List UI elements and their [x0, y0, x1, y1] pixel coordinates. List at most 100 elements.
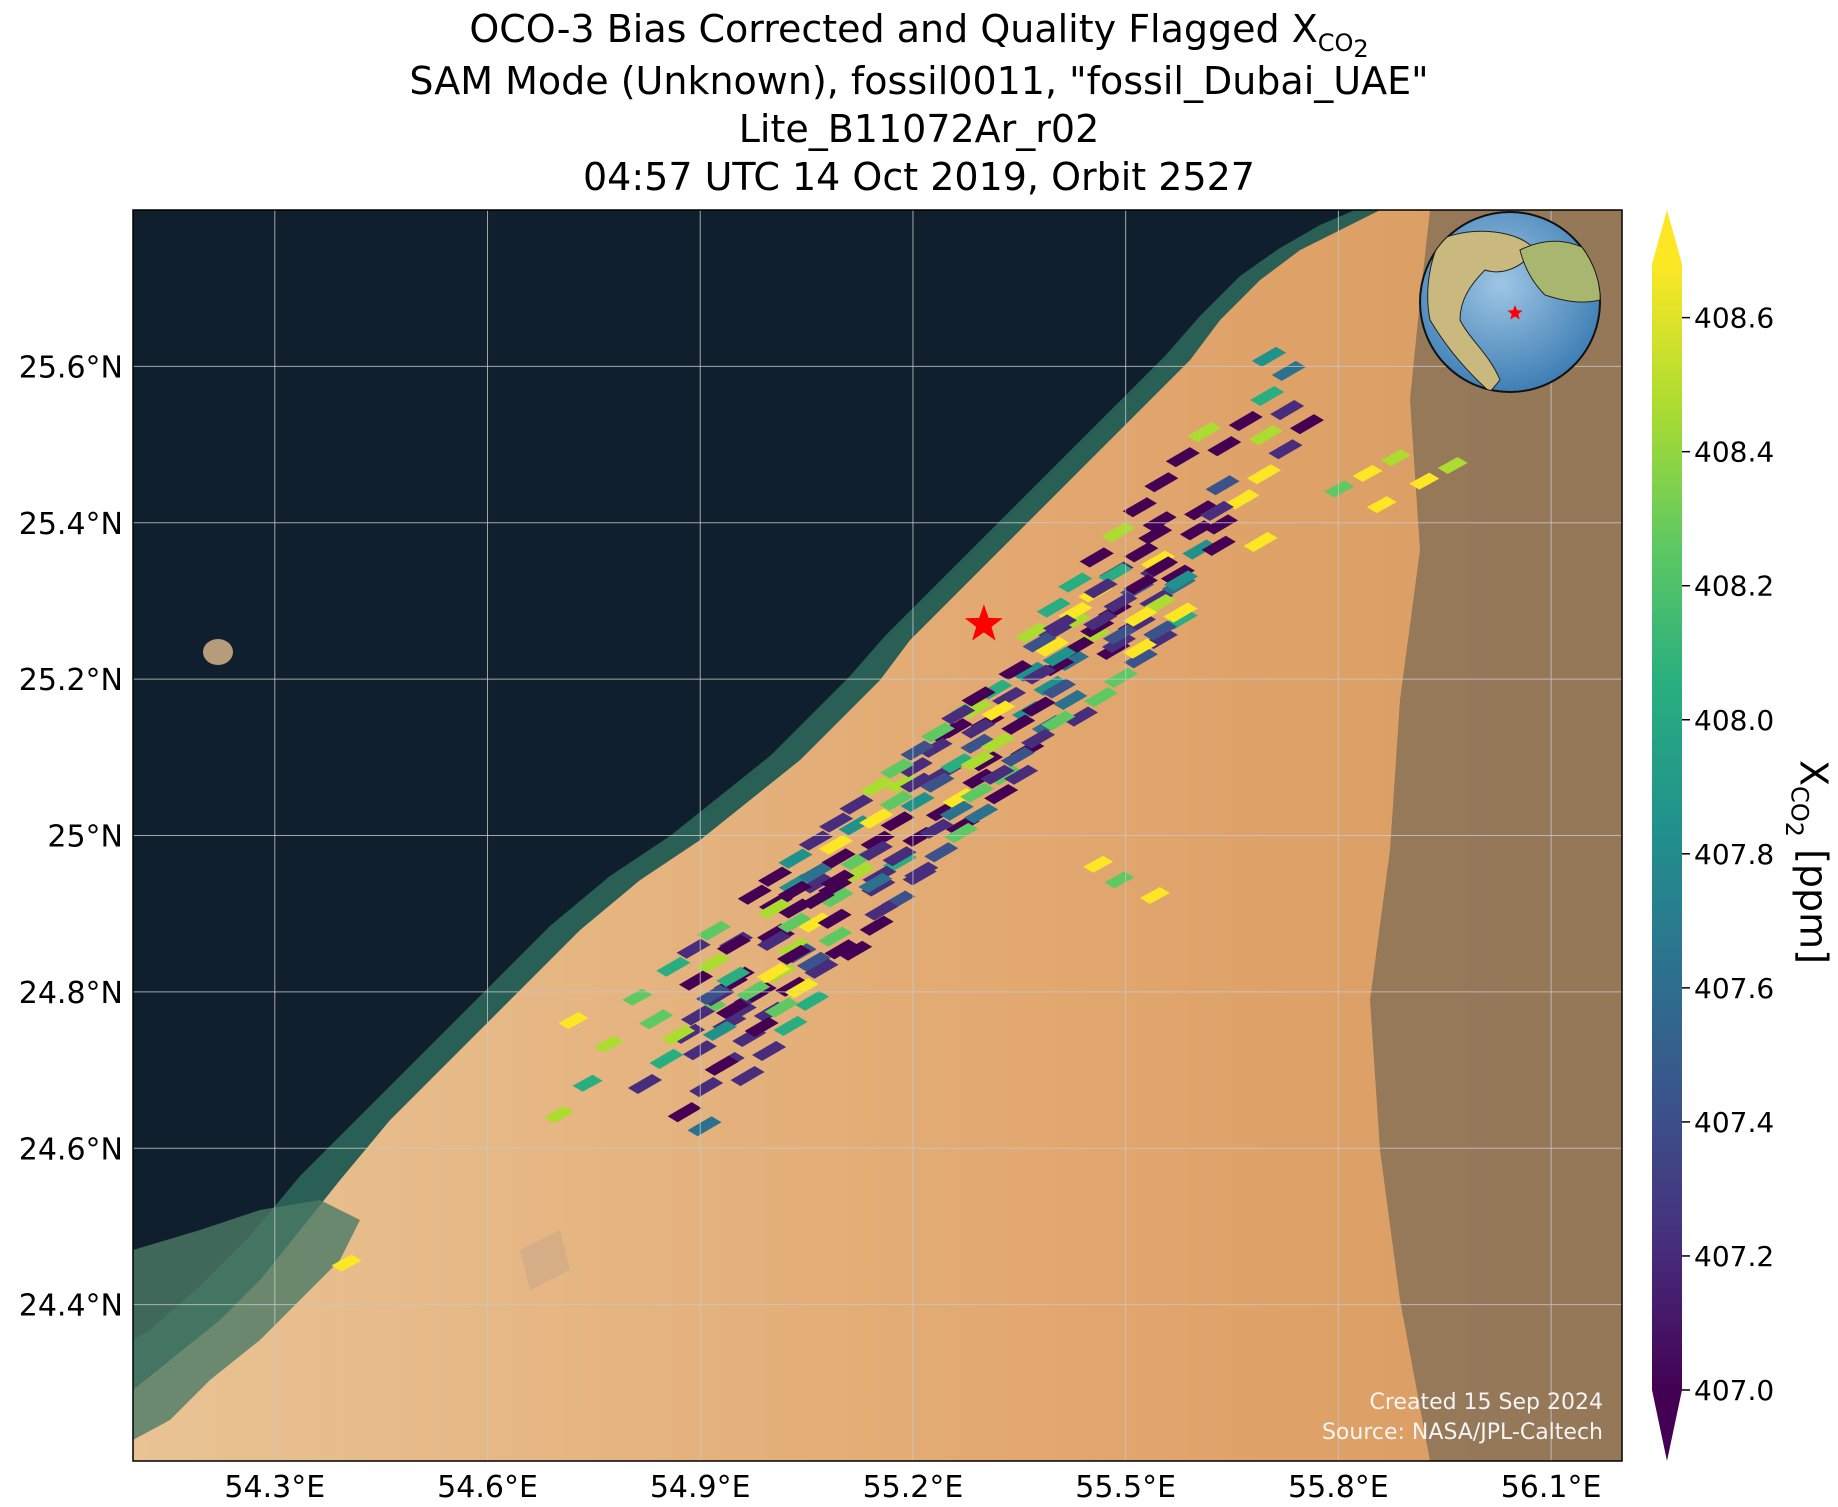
- sounding-footprint: [824, 939, 859, 960]
- sounding-footprint: [1184, 500, 1219, 521]
- sounding-footprint: [961, 686, 996, 707]
- lat-tick-label: 25.4°N: [19, 507, 123, 542]
- lon-tick-labels: 54.3°E 54.6°E 54.9°E 55.2°E 55.5°E 55.8°E 56.1…: [224, 1470, 1601, 1505]
- sounding-footprint: [1268, 439, 1303, 460]
- globe-asia-shape: [1519, 240, 1600, 303]
- lat-tick-label: 25.2°N: [19, 663, 123, 698]
- sounding-footprint: [1380, 449, 1411, 467]
- sounding-footprint: [737, 884, 772, 905]
- sounding-footprint: [1270, 400, 1305, 421]
- sounding-footprint: [818, 926, 853, 947]
- chart-title-line-3: Lite_B11072Ar_r02: [738, 107, 1100, 151]
- sounding-footprint: [661, 1024, 696, 1045]
- map-frame: [132, 209, 1623, 1462]
- sounding-footprint: [1083, 578, 1118, 599]
- sounding-footprint: [1001, 714, 1036, 735]
- lat-tick-labels: 24.4°N 24.6°N 24.8°N 25°N 25.2°N 25.4°N 25.6°N: [19, 350, 123, 1323]
- sounding-footprint: [756, 962, 791, 983]
- credit-created: Created 15 Sep 2024: [1369, 1390, 1604, 1415]
- sounding-footprint: [689, 1077, 724, 1098]
- sounding-footprint: [764, 997, 799, 1018]
- sounding-footprint: [879, 790, 914, 811]
- sounding-footprint: [1123, 606, 1158, 627]
- credit-source: Source: NASA/JPL-Caltech: [1321, 1420, 1603, 1445]
- sounding-footprint: [1035, 636, 1070, 657]
- sounding-footprint: [702, 1020, 737, 1041]
- sounding-footprint: [858, 872, 893, 893]
- sounding-footprint: [778, 848, 813, 869]
- sounding-footprint: [819, 812, 854, 833]
- sounding-footprint: [880, 758, 915, 779]
- gridlines: [133, 210, 1622, 1461]
- globe-target-icon: [1507, 305, 1523, 320]
- sounding-footprint: [716, 934, 751, 955]
- sounding-footprint: [676, 938, 711, 959]
- sounding-footprint: [818, 834, 853, 855]
- lon-tick-label: 54.6°E: [437, 1470, 538, 1505]
- sounding-footprint: [1164, 570, 1199, 591]
- sounding-footprint: [1000, 746, 1035, 767]
- sounding-footprint: [819, 887, 854, 908]
- colorbar-tick-label: 408.2: [1694, 570, 1774, 603]
- sounding-footprint: [687, 1116, 722, 1137]
- sounding-footprint: [1122, 497, 1157, 518]
- sounding-footprint: [900, 792, 935, 812]
- sounding-footprint: [696, 984, 731, 1005]
- sounding-footprint: [992, 686, 1027, 707]
- sounding-footprint: [1122, 638, 1157, 659]
- sounding-footprint: [1246, 464, 1281, 485]
- sounding-footprint: [1058, 572, 1093, 593]
- sounding-footprint: [798, 912, 833, 933]
- sounding-footprint: [757, 930, 792, 951]
- sounding-footprint: [864, 900, 899, 921]
- sounding-footprint: [1248, 425, 1283, 446]
- sounding-footprint: [880, 811, 915, 832]
- sounding-footprint: [980, 764, 1015, 785]
- colorbar-gradient: [1652, 264, 1682, 1390]
- sounding-footprint: [1033, 675, 1068, 696]
- sounding-footprint: [838, 940, 873, 961]
- sounding-footprint: [1083, 610, 1118, 631]
- sounding-footprint: [924, 842, 959, 863]
- sounding-footprint: [920, 772, 955, 793]
- sounding-footprint: [331, 1254, 362, 1272]
- sounding-footprint: [680, 1005, 715, 1026]
- sounding-footprint: [804, 958, 839, 979]
- sounding-footprint: [960, 782, 995, 803]
- colorbar-tick-label: 407.0: [1694, 1374, 1774, 1407]
- sounding-footprint: [1101, 522, 1136, 543]
- sounding-footprint: [777, 912, 812, 933]
- sounding-footprint: [795, 990, 830, 1011]
- sounding-footprint: [944, 822, 979, 843]
- sounding-footprint: [1101, 632, 1136, 653]
- sounding-footprint: [1022, 632, 1057, 653]
- sounding-footprint: [1139, 887, 1170, 905]
- sounding-footprint: [1103, 592, 1138, 613]
- sounding-footprint: [696, 952, 731, 973]
- sounding-footprint: [920, 722, 955, 743]
- chart-title-line-4: 04:57 UTC 14 Oct 2019, Orbit 2527: [583, 155, 1255, 199]
- inset-globe: [1419, 211, 1601, 393]
- sounding-footprint: [776, 944, 811, 965]
- sounding-footprint: [1013, 661, 1048, 682]
- sounding-footprint: [1225, 489, 1260, 510]
- sounding-footprint: [1103, 667, 1138, 688]
- sounding-footprint: [627, 1074, 662, 1094]
- sounding-footprint: [1142, 511, 1177, 532]
- target-star-icon: [964, 604, 1003, 641]
- sounding-footprint: [1250, 386, 1285, 406]
- lon-tick-label: 55.2°E: [863, 1470, 964, 1505]
- sounding-footprint: [1143, 620, 1178, 641]
- sounding-footprint: [558, 1012, 589, 1030]
- sounding-footprint: [898, 757, 933, 778]
- sounding-footprint: [1138, 524, 1173, 545]
- sounding-footprint: [882, 846, 917, 867]
- sounding-footprint: [1203, 514, 1238, 535]
- sounding-footprint: [818, 876, 853, 897]
- sounding-footprint: [858, 840, 893, 861]
- sounding-footprint: [1182, 539, 1217, 560]
- lat-tick-label: 25°N: [47, 820, 123, 855]
- lat-tick-label: 24.6°N: [19, 1132, 123, 1167]
- sounding-footprint: [941, 704, 976, 725]
